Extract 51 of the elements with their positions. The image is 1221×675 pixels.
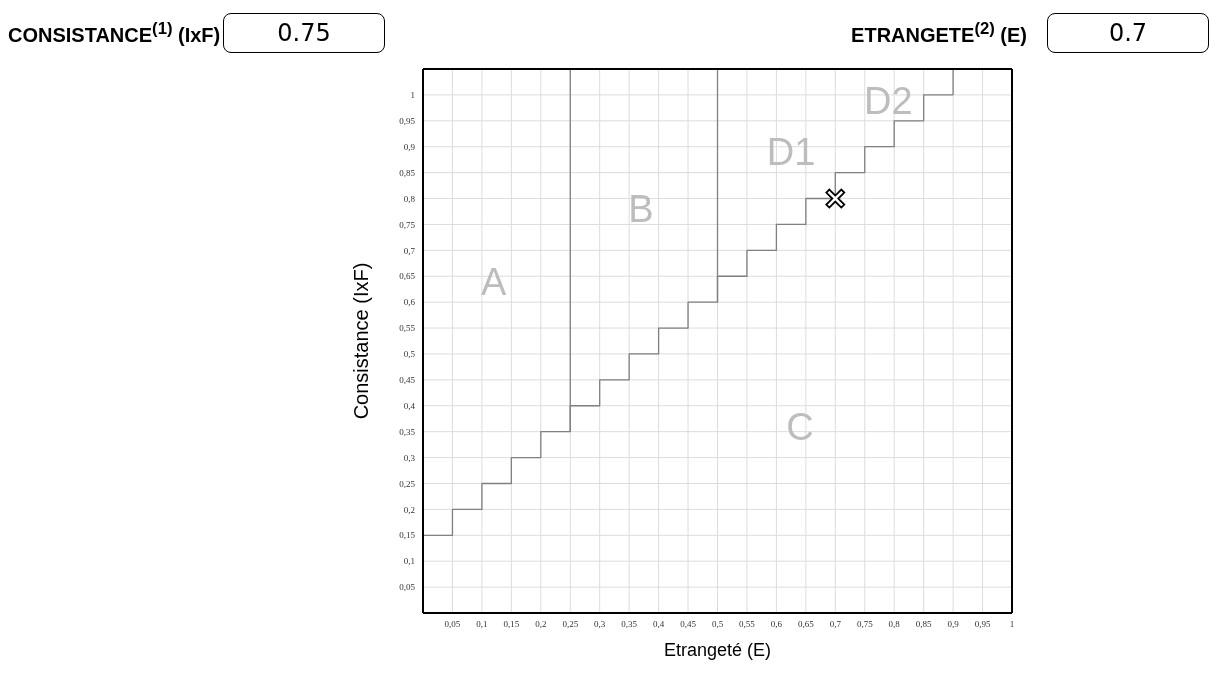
y-tick-label: 0,05 [399, 582, 416, 593]
annotation: B [628, 188, 654, 231]
y-axis-title: Consistance (IxF) [350, 262, 373, 420]
text: ETRANGETE$^{(2)}$ (E) [851, 19, 1027, 47]
y-tick-label: 0,2 [403, 504, 415, 515]
x-tick-label: 0,75 [856, 619, 874, 630]
x-tick-label: 0,05 [444, 619, 461, 630]
x-tick-label: 0,6 [770, 619, 783, 630]
x-axis-title: Etrangeté (E) [663, 640, 772, 660]
x-tick-label: 0,45 [680, 619, 697, 630]
value-field: 0.75 [223, 13, 385, 53]
x-tick-label: 0,55 [739, 619, 756, 630]
x-tick-label: 0,9 [947, 619, 960, 630]
y-tick-label: 0,65 [399, 271, 416, 282]
x-tick-label: 0,65 [797, 619, 815, 630]
x-tick-label: 0,1 [476, 619, 488, 630]
y-tick-label: 0,25 [399, 478, 416, 489]
x-tick-label: 0,3 [594, 619, 606, 630]
y-tick-label: 0,35 [399, 426, 416, 437]
y-tick-label: 0,5 [403, 349, 416, 360]
y-tick-label: 0,75 [399, 219, 416, 230]
y-tick-label: 0,45 [399, 375, 416, 386]
x-tick-label: 0,85 [915, 619, 933, 630]
x-tick-label: 0,95 [974, 619, 991, 630]
y-tick-label: 0,55 [399, 323, 416, 334]
annotation: D1 [766, 131, 816, 174]
x-tick-label: 0,25 [562, 619, 579, 630]
x-tick-label: 0,7 [829, 619, 842, 630]
x-tick-label: 0,5 [711, 619, 724, 630]
y-tick-label: 0,1 [403, 556, 415, 567]
y-tick-label: 0,4 [403, 400, 416, 411]
value-field: 0.7 [1047, 13, 1209, 53]
annotation: C [786, 405, 814, 448]
y-tick-label: 0,3 [403, 452, 416, 463]
x-tick-label: 0,4 [652, 619, 665, 630]
y-tick-label: 0,15 [399, 530, 416, 541]
y-tick-label: 1 [410, 90, 415, 101]
y-tick-label: 0,95 [399, 116, 416, 126]
y-tick-label: 0,9 [403, 141, 416, 152]
annotation: D2 [864, 79, 913, 122]
x-tick-label: 0,2 [535, 619, 547, 630]
x-tick-label: 0,35 [621, 619, 638, 630]
text: CONSISTANCE$^{(1)}$ (IxF) [8, 19, 222, 47]
x-tick-label: 1 [1009, 619, 1015, 630]
y-tick-label: 0,8 [403, 193, 416, 204]
annotation: A [481, 260, 507, 303]
x-tick-label: 0,8 [888, 619, 901, 630]
y-tick-label: 0,85 [399, 167, 416, 178]
x-tick-label: 0,15 [503, 619, 520, 630]
y-tick-label: 0,6 [403, 297, 416, 308]
y-tick-label: 0,7 [403, 245, 416, 256]
